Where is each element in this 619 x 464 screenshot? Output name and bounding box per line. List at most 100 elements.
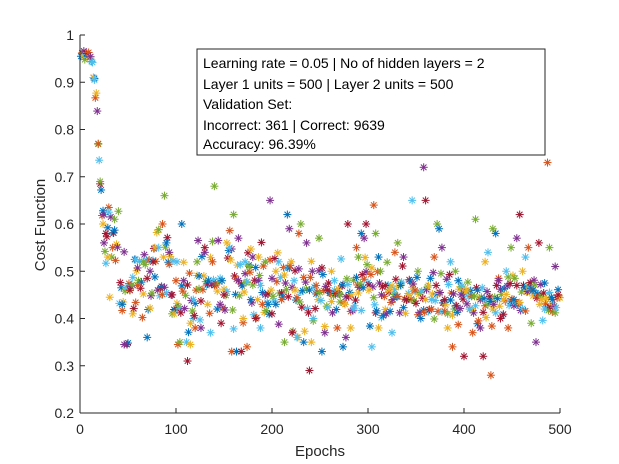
data-point: [271, 267, 280, 276]
data-point: [133, 281, 142, 290]
data-point: [421, 196, 430, 205]
data-point: [155, 291, 164, 300]
data-point: [479, 352, 488, 361]
data-point: [416, 314, 425, 323]
data-point: [251, 263, 260, 272]
data-point: [317, 347, 326, 356]
data-point: [396, 281, 405, 290]
data-point: [299, 338, 308, 347]
data-point: [446, 257, 455, 266]
data-point: [274, 320, 283, 329]
data-point: [510, 274, 519, 283]
data-point: [354, 253, 363, 262]
data-point: [488, 224, 497, 233]
data-point: [317, 263, 326, 272]
data-point: [294, 229, 303, 238]
data-point: [222, 238, 231, 247]
data-point: [281, 279, 290, 288]
y-axis-label: Cost Function: [32, 179, 49, 272]
data-point: [530, 276, 539, 285]
data-point: [509, 295, 518, 304]
data-point: [226, 255, 235, 264]
data-point: [175, 338, 184, 347]
data-point: [448, 342, 457, 351]
data-point: [283, 210, 292, 219]
data-point: [409, 280, 418, 289]
data-point: [148, 257, 157, 266]
data-point: [271, 300, 280, 309]
data-point: [473, 286, 482, 295]
data-point: [178, 287, 187, 296]
data-point: [100, 238, 108, 247]
data-point: [454, 320, 463, 329]
data-point: [426, 274, 435, 283]
data-point: [365, 322, 374, 331]
data-point: [146, 267, 155, 276]
data-point: [551, 262, 560, 271]
data-point: [186, 319, 195, 328]
data-point: [545, 243, 554, 252]
data-point: [318, 270, 327, 279]
data-point: [273, 248, 282, 257]
annotation-line-2: Layer 1 units = 500 | Layer 2 units = 50…: [203, 76, 454, 92]
data-point: [131, 298, 140, 307]
data-point: [200, 243, 209, 252]
data-point: [256, 281, 265, 290]
data-point: [95, 156, 104, 165]
data-point: [120, 247, 129, 256]
data-point: [412, 299, 420, 308]
data-point: [399, 253, 408, 262]
data-point: [540, 279, 549, 288]
data-point: [91, 93, 100, 102]
data-point: [506, 279, 515, 288]
data-point: [292, 293, 301, 302]
data-point: [370, 300, 379, 309]
data-point: [258, 300, 267, 309]
data-point: [165, 248, 174, 257]
data-point: [96, 177, 105, 186]
data-point: [118, 300, 127, 309]
data-point: [468, 328, 477, 337]
data-point: [99, 220, 108, 228]
data-point: [297, 303, 306, 312]
data-point: [254, 253, 263, 262]
data-point: [330, 276, 339, 285]
data-point: [449, 289, 458, 298]
data-point: [512, 281, 521, 290]
data-point: [160, 191, 169, 200]
data-point: [534, 238, 543, 247]
data-point: [327, 297, 336, 306]
data-point: [457, 290, 466, 299]
data-point: [305, 366, 314, 375]
data-point: [489, 300, 498, 309]
data-point: [386, 307, 395, 316]
data-point: [197, 252, 206, 261]
data-point: [296, 220, 305, 228]
data-point: [267, 286, 276, 295]
data-point: [154, 225, 163, 234]
data-point: [196, 297, 205, 306]
y-tick-label: 0.2: [55, 405, 75, 421]
x-tick-label: 100: [164, 421, 188, 437]
data-point: [441, 300, 450, 309]
data-point: [443, 323, 452, 332]
data-point: [327, 267, 336, 276]
y-tick-label: 0.5: [55, 263, 75, 279]
data-point: [362, 267, 371, 276]
data-point: [548, 295, 557, 304]
data-point: [360, 234, 369, 243]
data-point: [352, 243, 361, 252]
data-point: [474, 316, 483, 325]
data-point: [168, 290, 177, 299]
data-point: [280, 338, 289, 347]
data-point: [311, 304, 320, 313]
data-point: [315, 234, 324, 243]
data-point: [239, 314, 248, 323]
data-point: [243, 277, 252, 286]
data-point: [264, 300, 273, 309]
annotation-line-3: Validation Set:: [203, 96, 292, 112]
data-point: [159, 253, 168, 262]
data-point: [491, 308, 500, 317]
axes: 0 100 200 300 400 500 0.2 0.3 0.4 0.5 0.6 0.7 0.8 0.9…: [55, 27, 572, 437]
data-point: [323, 303, 332, 312]
